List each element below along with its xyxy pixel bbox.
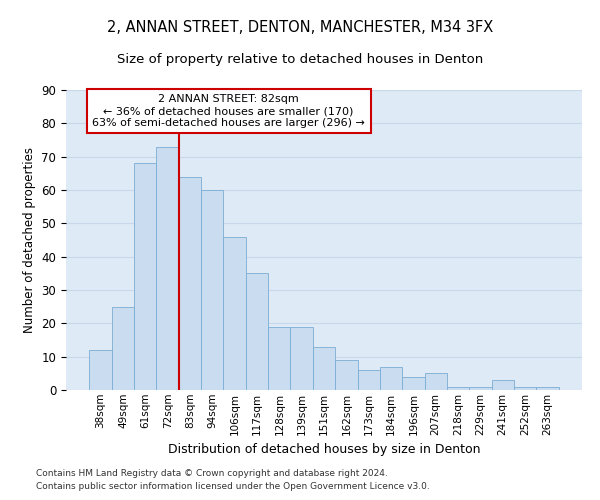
- Bar: [335, 360, 358, 390]
- Y-axis label: Number of detached properties: Number of detached properties: [23, 147, 36, 333]
- X-axis label: Distribution of detached houses by size in Denton: Distribution of detached houses by size …: [168, 443, 480, 456]
- Bar: [268, 326, 290, 390]
- Bar: [246, 274, 268, 390]
- Bar: [134, 164, 157, 390]
- Bar: [179, 176, 201, 390]
- Bar: [157, 146, 179, 390]
- Bar: [425, 374, 447, 390]
- Bar: [447, 386, 469, 390]
- Bar: [402, 376, 425, 390]
- Text: 2, ANNAN STREET, DENTON, MANCHESTER, M34 3FX: 2, ANNAN STREET, DENTON, MANCHESTER, M34…: [107, 20, 493, 35]
- Bar: [313, 346, 335, 390]
- Text: Contains HM Land Registry data © Crown copyright and database right 2024.: Contains HM Land Registry data © Crown c…: [36, 468, 388, 477]
- Bar: [536, 386, 559, 390]
- Bar: [223, 236, 246, 390]
- Text: Contains public sector information licensed under the Open Government Licence v3: Contains public sector information licen…: [36, 482, 430, 491]
- Text: 2 ANNAN STREET: 82sqm
← 36% of detached houses are smaller (170)
63% of semi-det: 2 ANNAN STREET: 82sqm ← 36% of detached …: [92, 94, 365, 128]
- Bar: [290, 326, 313, 390]
- Bar: [201, 190, 223, 390]
- Bar: [380, 366, 402, 390]
- Text: Size of property relative to detached houses in Denton: Size of property relative to detached ho…: [117, 52, 483, 66]
- Bar: [469, 386, 491, 390]
- Bar: [358, 370, 380, 390]
- Bar: [491, 380, 514, 390]
- Bar: [112, 306, 134, 390]
- Bar: [89, 350, 112, 390]
- Bar: [514, 386, 536, 390]
